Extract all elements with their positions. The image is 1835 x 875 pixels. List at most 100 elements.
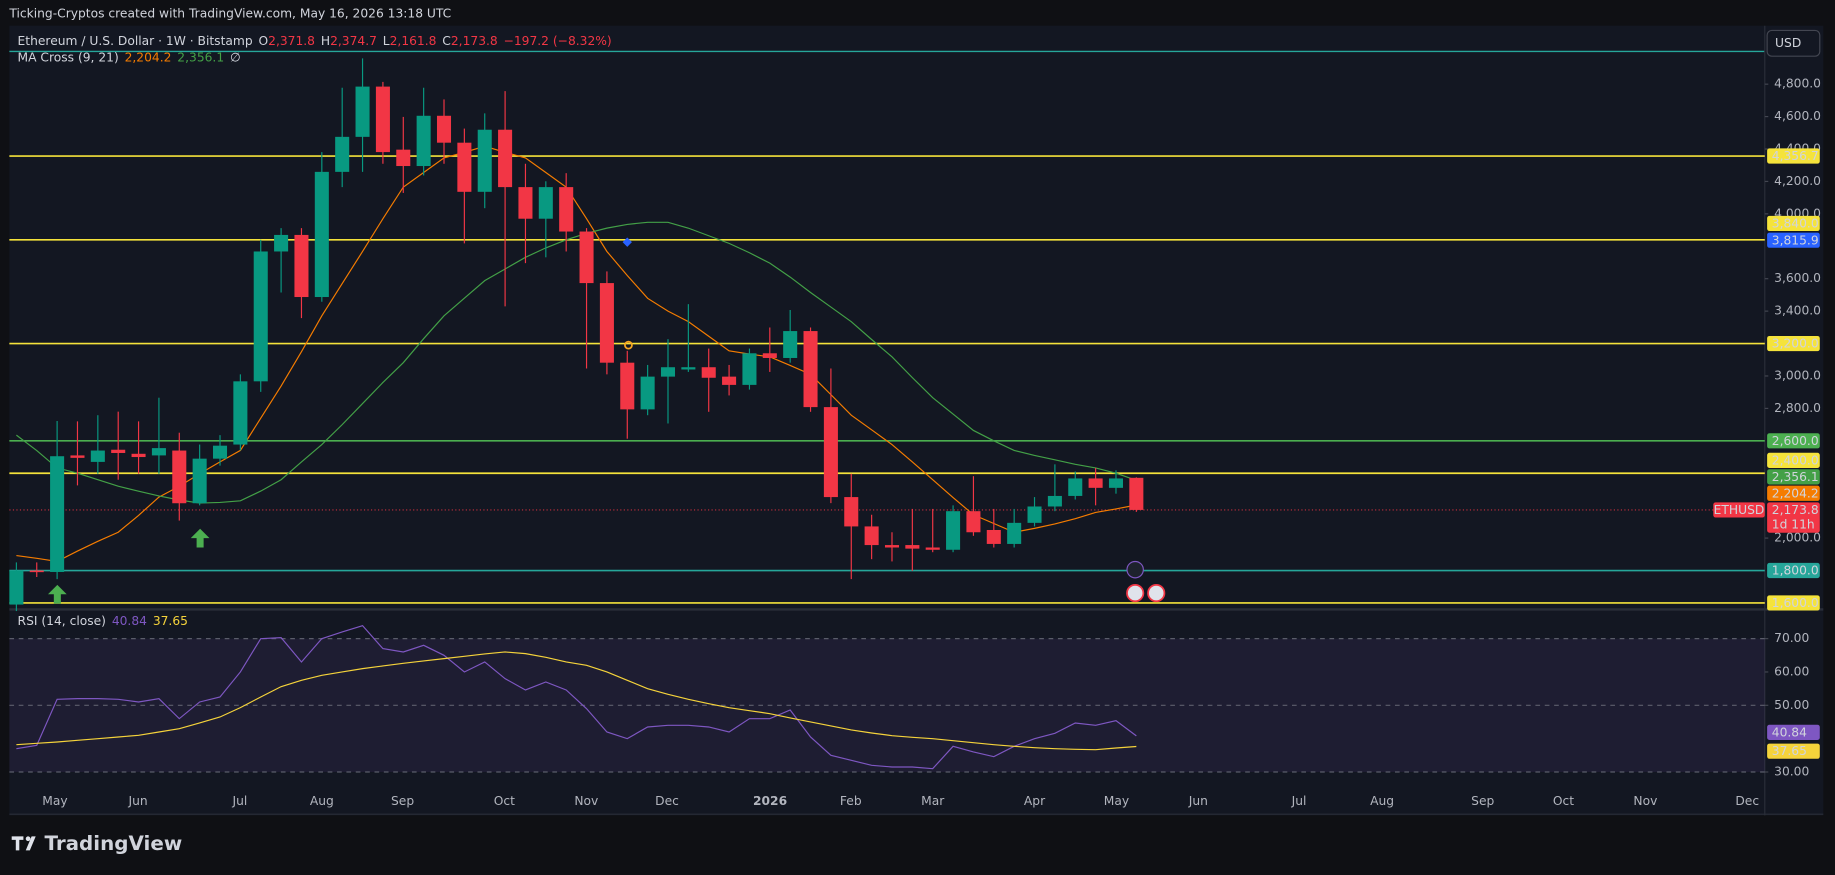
x-tick-label: Jun: [128, 794, 148, 808]
x-tick-label: Sep: [1471, 794, 1494, 808]
level-label-box: [1767, 595, 1820, 611]
x-tick-label: Mar: [921, 794, 945, 808]
candle-body: [233, 381, 248, 445]
event-icon[interactable]: [1147, 584, 1166, 603]
indicator-legend: MA Cross (9, 21) 2,204.2 2,356.1 ∅: [18, 50, 241, 64]
candle-body: [599, 283, 614, 363]
rsi-label: 40.84: [1772, 725, 1807, 739]
candle-body: [1129, 477, 1144, 510]
candle-body: [579, 231, 594, 284]
y-tick-label: 3,400.0: [1774, 304, 1821, 318]
rsi-line: [16, 651, 1137, 751]
x-tick-label: Dec: [1735, 794, 1759, 808]
candle-body: [192, 458, 207, 504]
countdown: 1d 11h: [1772, 518, 1815, 532]
currency[interactable]: USD: [1775, 36, 1801, 50]
level-label-box: [1767, 452, 1820, 468]
last-symbol-box: [1713, 502, 1765, 518]
x-tick-label: May: [1104, 794, 1129, 808]
candle-body: [986, 529, 1001, 544]
ma-label: 2,204.2: [1772, 486, 1819, 500]
event-icon[interactable]: [1126, 584, 1145, 603]
x-tick-label: May: [42, 794, 67, 808]
x-tick-label: Feb: [840, 794, 862, 808]
buy-arrow: [190, 528, 210, 548]
ma-label-box: [1767, 469, 1820, 485]
x-tick-label: Nov: [574, 794, 598, 808]
level-label-box: [1767, 562, 1820, 579]
candle-body: [375, 86, 390, 153]
candle-body: [823, 407, 838, 498]
level-label: 3,840.0: [1772, 217, 1819, 231]
ohlc-value: 2,374.7: [330, 33, 377, 47]
y-tick-label: 50.00: [1774, 698, 1809, 712]
x-tick-label: Oct: [494, 794, 515, 808]
attribution: Ticking-Cryptos created with TradingView…: [8, 7, 451, 21]
rsi-label-box: [1767, 724, 1820, 740]
rsi-value: 40.84: [112, 614, 147, 628]
last-symbol: ETHUSD: [1714, 503, 1765, 517]
candle-body: [803, 331, 818, 408]
y-tick-label: 60.00: [1774, 664, 1809, 678]
legend: Ethereum / U.S. Dollar · 1W · Bitstamp O2…: [18, 33, 612, 47]
rsi-label: 37.65: [1772, 744, 1807, 758]
x-tick-label: Jul: [1291, 794, 1307, 808]
x-tick-label: Apr: [1024, 794, 1046, 808]
level-label: 2,600.0: [1772, 434, 1819, 448]
cross-marker: [622, 237, 632, 247]
candle-body: [274, 234, 289, 252]
candle-body: [111, 449, 126, 453]
level-label: 1,600.0: [1772, 596, 1819, 610]
candle-body: [29, 570, 44, 573]
candle-body: [314, 171, 329, 298]
marker-label: 3,815.9: [1772, 233, 1819, 247]
candle-body: [905, 545, 920, 549]
brand-icon: [11, 836, 36, 851]
x-tick-label: Aug: [1370, 794, 1394, 808]
indicator-value: 2,204.2: [125, 50, 172, 64]
candle-body: [151, 448, 166, 456]
brand-icon: [25, 836, 31, 842]
indicator-name: MA Cross (9, 21): [18, 50, 119, 64]
currency-button[interactable]: [1766, 29, 1821, 57]
rsi-line: [16, 624, 1137, 770]
indicator-value: 2,356.1: [177, 50, 224, 64]
candle-body: [416, 115, 431, 167]
candle-body: [783, 331, 798, 358]
rsi-title: RSI (14, close): [18, 614, 106, 628]
x-tick-label: Oct: [1553, 794, 1574, 808]
change: −197.2 (−8.32%): [504, 33, 612, 47]
rsi-label-box: [1767, 743, 1820, 759]
rsi-value: 37.65: [153, 614, 188, 628]
level-label: 1,800.0: [1772, 564, 1819, 578]
event-icon[interactable]: [1126, 560, 1144, 579]
last-price: 2,173.8: [1772, 503, 1819, 517]
candle-body: [660, 367, 676, 377]
x-tick-label: Sep: [391, 794, 414, 808]
brand-logo: TradingView: [11, 832, 182, 855]
level-label: 3,200.0: [1772, 337, 1819, 351]
y-tick-label: 70.00: [1774, 631, 1809, 645]
candle-body: [253, 251, 268, 382]
x-tick-label: Jun: [1188, 794, 1208, 808]
candle-body: [742, 353, 757, 385]
y-tick-label: 30.00: [1774, 764, 1809, 778]
candle-body: [1088, 478, 1103, 488]
symbol-title: Ethereum / U.S. Dollar · 1W · Bitstamp: [18, 33, 253, 47]
candle-body: [722, 376, 737, 385]
candle-body: [50, 456, 65, 572]
candle-body: [620, 362, 635, 410]
candle-body: [946, 511, 961, 550]
chart-area: [9, 25, 1824, 816]
candle-body: [1108, 478, 1124, 488]
level-label: 2,400.0: [1772, 453, 1819, 467]
ohlc-value: 2,371.8: [268, 33, 315, 47]
ohlc-key: L: [383, 33, 390, 47]
ohlc-value: 2,173.8: [451, 33, 498, 47]
x-tick-label: Nov: [1633, 794, 1657, 808]
y-tick-label: 4,800.0: [1774, 77, 1821, 91]
x-tick-label: Aug: [310, 794, 334, 808]
ohlc-key: H: [321, 33, 330, 47]
